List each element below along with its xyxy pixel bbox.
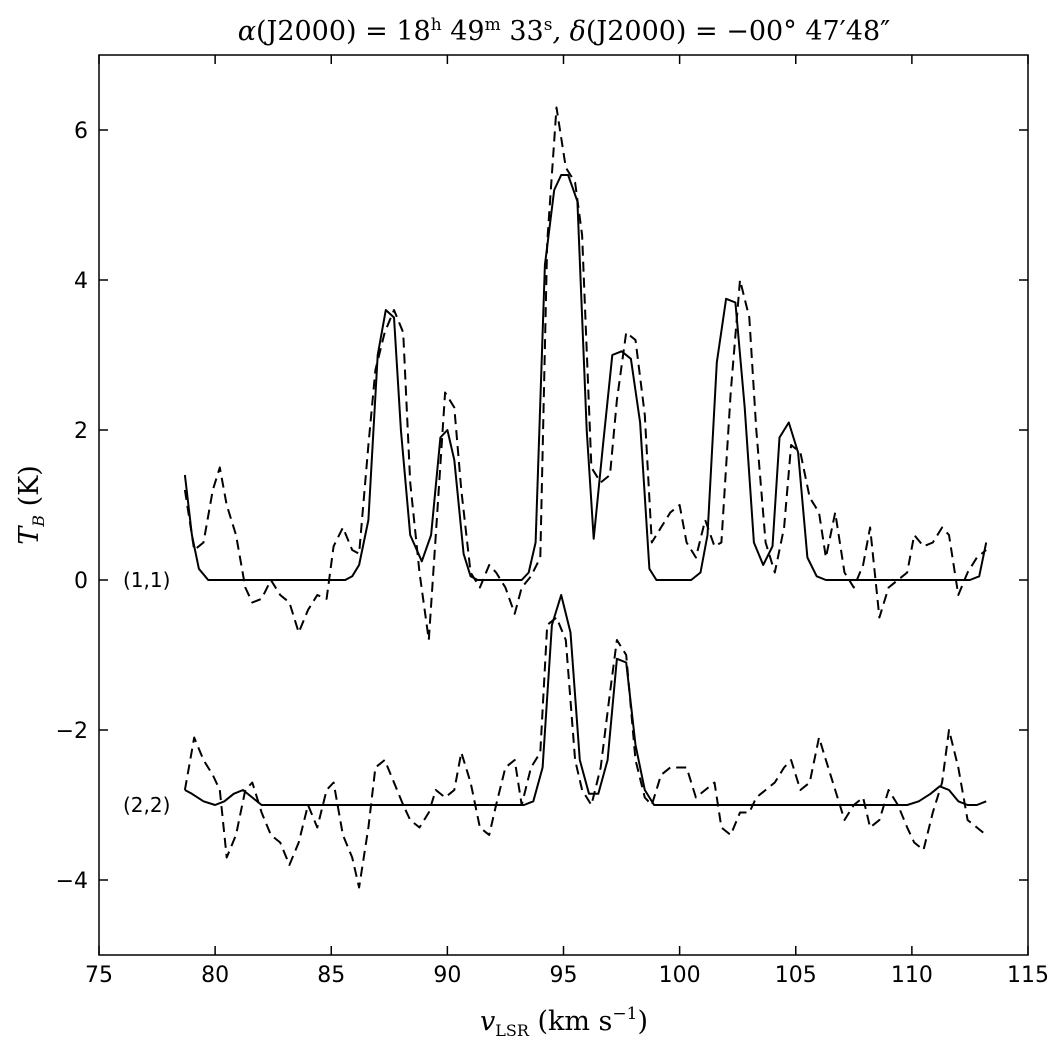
series-layer [183,106,988,889]
title-alpha: α [238,16,256,47]
y-axis-label-units: (K) [14,465,45,515]
x-axis-label-v: v [480,1006,495,1037]
solid-series-line-0 [183,174,988,581]
y-tick-label: 0 [74,569,88,594]
ticks-layer: 75 80 85 90 95 100 105 110 115 −4 −2 0 2 4 6 [56,55,1049,988]
dashed-series-line-3 [183,616,987,889]
labels-layer: (1,1) (2,2) [123,568,170,817]
x-axis-label-sub: LSR [495,1021,530,1040]
y-tick-label: −2 [56,719,88,744]
x-tick-label: 75 [85,963,113,988]
y-axis-label: TB (K) [14,465,48,545]
y-axis-label-t: T [14,525,45,545]
y-tick-label: 6 [74,119,88,144]
plot-frame [98,54,1029,956]
x-axis-label-exp: −1 [612,1004,637,1024]
x-tick-label: 80 [201,963,229,988]
title-minute-unit: m [485,15,501,35]
x-tick-label: 100 [659,963,701,988]
title-second-unit: s [544,15,553,35]
chart-title: α(J2000) = 18h 49m 33s, δ(J2000) = −00° … [238,15,891,47]
x-axis-label-units: (km s [529,1006,613,1037]
transition-label: (1,1) [123,568,170,592]
x-axis-label-close: ) [637,1006,648,1037]
x-tick-label: 90 [433,963,461,988]
x-tick-label: 85 [317,963,345,988]
y-tick-label: 2 [74,419,88,444]
title-minute: 49 [442,16,485,47]
title-second: 33 [501,16,544,47]
x-tick-label: 95 [550,963,578,988]
y-tick-label: 4 [74,269,88,294]
y-axis-label-sub: B [29,515,48,528]
title-delta: , δ [552,16,585,47]
y-tick-label: −4 [56,869,88,894]
x-axis-label: vLSR (km s−1) [480,1004,648,1040]
x-tick-label: 110 [891,963,933,988]
title-hour-unit: h [431,15,442,35]
title-delta-text: (J2000) = −00° 47′48″ [586,16,890,47]
x-tick-label: 105 [775,963,817,988]
title-alpha-text: (J2000) = 18 [256,16,431,47]
dashed-series-line-1 [183,106,987,641]
solid-series-line-2 [184,594,987,806]
transition-label: (2,2) [123,793,170,817]
x-tick-label: 115 [1007,963,1049,988]
